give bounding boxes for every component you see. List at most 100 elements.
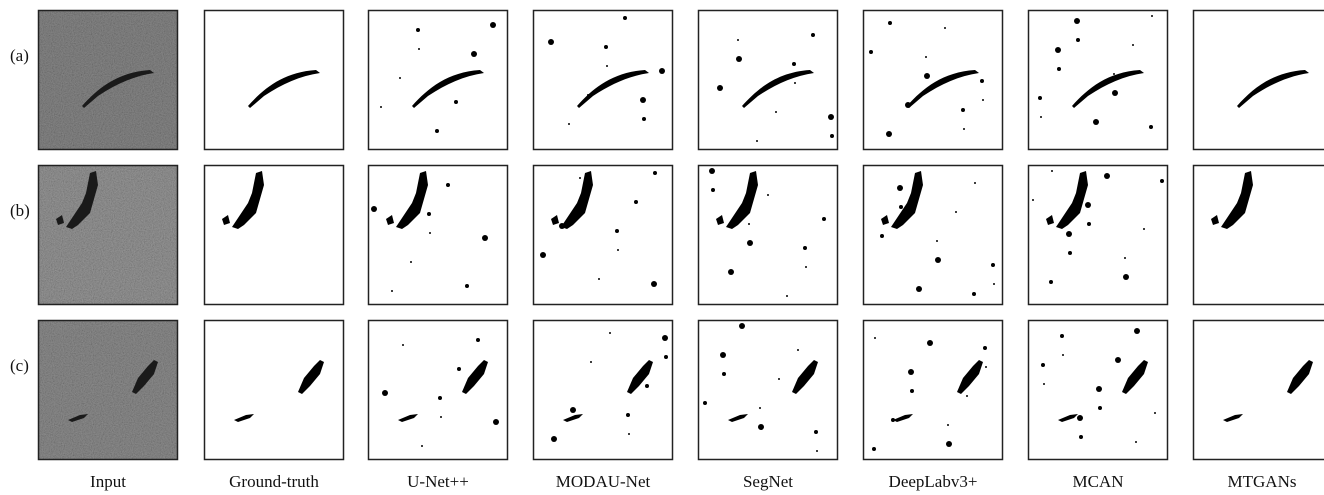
panel-background (698, 320, 838, 460)
segmentation-mask (1193, 10, 1324, 150)
speckle (1043, 383, 1045, 385)
speckle (794, 82, 796, 84)
speckle (568, 123, 570, 125)
input-image (38, 320, 178, 460)
speckle (1124, 257, 1126, 259)
speckle (435, 129, 439, 133)
speckle (402, 344, 404, 346)
row-label: (a) (10, 46, 29, 65)
panel-background (863, 320, 1003, 460)
speckle (1087, 222, 1091, 226)
speckle (1041, 363, 1045, 367)
panel-background (698, 165, 838, 305)
speckle (476, 338, 480, 342)
input-image (38, 165, 178, 305)
speckle (1115, 357, 1121, 363)
column-label: MTGANs (1228, 472, 1297, 491)
speckle (924, 73, 930, 79)
column-label: Ground-truth (229, 472, 319, 491)
column-label: SegNet (743, 472, 793, 491)
speckle (1038, 96, 1042, 100)
speckle (604, 45, 608, 49)
speckle (972, 292, 976, 296)
speckle (551, 436, 557, 442)
speckle (1040, 116, 1042, 118)
segmentation-mask (204, 320, 344, 460)
speckle (628, 433, 630, 435)
speckle (380, 106, 382, 108)
speckle (925, 56, 927, 58)
speckle (1160, 179, 1164, 183)
speckle (1085, 202, 1091, 208)
speckle (1051, 170, 1053, 172)
speckle (910, 389, 914, 393)
speckle (391, 290, 393, 292)
speckle (786, 295, 788, 297)
panel-background (38, 10, 178, 150)
speckle (662, 335, 668, 341)
speckle (559, 223, 565, 229)
speckle (457, 367, 461, 371)
speckle (1104, 173, 1110, 179)
segmentation-mask (1028, 320, 1168, 460)
speckle (722, 372, 726, 376)
speckle (1079, 435, 1083, 439)
speckle (811, 33, 815, 37)
segmentation-mask (1193, 320, 1324, 460)
speckle (1096, 386, 1102, 392)
speckle (739, 323, 745, 329)
speckle (759, 407, 761, 409)
speckle (1066, 231, 1072, 237)
speckle (1060, 334, 1064, 338)
speckle (775, 111, 777, 113)
segmentation-mask (204, 10, 344, 150)
speckle (1098, 406, 1102, 410)
speckle (399, 77, 401, 79)
speckle (1062, 354, 1064, 356)
speckle (1055, 47, 1061, 53)
speckle (1143, 228, 1145, 230)
speckle (927, 340, 933, 346)
segmentation-mask (368, 10, 508, 150)
speckle (651, 281, 657, 287)
speckle (991, 263, 995, 267)
speckle (955, 211, 957, 213)
speckle (429, 232, 431, 234)
speckle (1151, 15, 1153, 17)
figure: (a)(b)(c)InputGround-truthU-Net++MODAU-N… (0, 0, 1324, 495)
speckle (617, 249, 619, 251)
speckle (1134, 328, 1140, 334)
panel-background (1028, 10, 1168, 150)
input-image (38, 10, 178, 150)
speckle (465, 284, 469, 288)
panel-background (1028, 165, 1168, 305)
speckle (606, 65, 608, 67)
speckle (961, 108, 965, 112)
speckle (471, 51, 477, 57)
speckle (645, 384, 649, 388)
segmentation-mask (1193, 165, 1324, 305)
speckle (1135, 441, 1137, 443)
speckle (717, 85, 723, 91)
column-label: DeepLabv3+ (889, 472, 978, 491)
speckle (993, 283, 995, 285)
speckle (916, 286, 922, 292)
speckle (371, 206, 377, 212)
panel-background (698, 10, 838, 150)
panel-background (1193, 165, 1324, 305)
speckle (983, 346, 987, 350)
speckle (416, 28, 420, 32)
speckle (1112, 90, 1118, 96)
speckle (891, 418, 895, 422)
speckle (410, 261, 412, 263)
speckle (1093, 119, 1099, 125)
speckle (966, 395, 968, 397)
speckle (758, 424, 764, 430)
speckle (1049, 280, 1053, 284)
speckle (797, 349, 799, 351)
column-label: Input (90, 472, 126, 491)
speckle (1132, 44, 1134, 46)
speckle (899, 205, 903, 209)
speckle (747, 240, 753, 246)
segmentation-mask (204, 165, 344, 305)
